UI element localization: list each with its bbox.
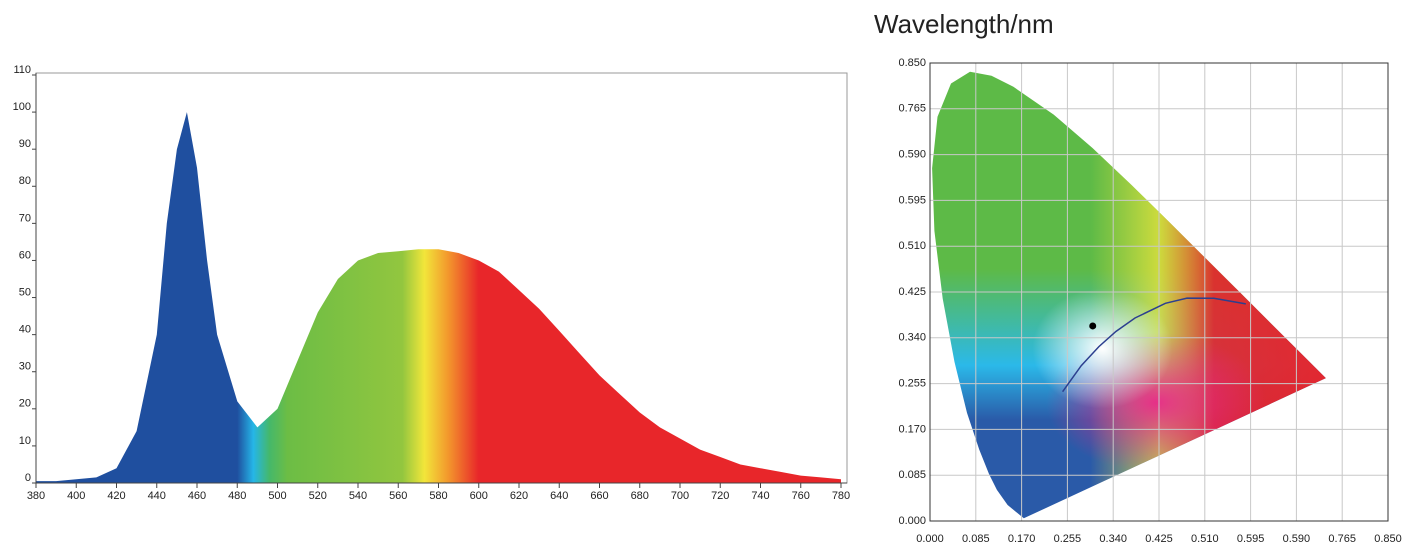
x-tick-label: 0.590 bbox=[1283, 533, 1311, 545]
y-tick-label: 0 bbox=[25, 472, 31, 484]
x-tick-label: 0.340 bbox=[1099, 533, 1127, 545]
x-tick-label: 600 bbox=[470, 490, 488, 502]
x-tick-label: 0.255 bbox=[1054, 533, 1082, 545]
x-tick-label: 0.510 bbox=[1191, 533, 1219, 545]
x-tick-label: 420 bbox=[107, 490, 125, 502]
x-tick-label: 380 bbox=[27, 490, 45, 502]
y-tick-label: 0.590 bbox=[898, 149, 926, 161]
y-tick-label: 50 bbox=[19, 286, 31, 298]
y-tick-label: 0.000 bbox=[898, 515, 926, 527]
x-tick-label: 0.850 bbox=[1374, 533, 1402, 545]
x-tick-label: 440 bbox=[148, 490, 166, 502]
x-tick-label: 0.425 bbox=[1145, 533, 1173, 545]
x-tick-label: 0.765 bbox=[1328, 533, 1356, 545]
x-tick-label: 740 bbox=[751, 490, 769, 502]
y-tick-label: 60 bbox=[19, 249, 31, 261]
x-tick-label: 640 bbox=[550, 490, 568, 502]
y-tick-label: 0.850 bbox=[898, 57, 926, 69]
y-tick-label: 110 bbox=[13, 64, 31, 76]
x-tick-label: 580 bbox=[429, 490, 447, 502]
spectrum-area bbox=[36, 112, 841, 483]
y-tick-label: 0.510 bbox=[898, 240, 926, 252]
y-tick-label: 70 bbox=[19, 212, 31, 224]
x-tick-label: 720 bbox=[711, 490, 729, 502]
y-tick-label: 0.425 bbox=[898, 286, 926, 298]
x-tick-label: 520 bbox=[309, 490, 327, 502]
y-tick-label: 0.340 bbox=[898, 332, 926, 344]
x-tick-label: 700 bbox=[671, 490, 689, 502]
y-tick-label: 90 bbox=[19, 138, 31, 150]
y-tick-label: 0.765 bbox=[898, 103, 926, 115]
chromaticity-point bbox=[1089, 322, 1097, 330]
y-tick-label: 80 bbox=[19, 175, 31, 187]
fill-layer bbox=[1032, 288, 1173, 409]
y-tick-label: 0.170 bbox=[898, 423, 926, 435]
plot-frame bbox=[929, 62, 1389, 522]
x-tick-label: 540 bbox=[349, 490, 367, 502]
x-tick-label: 680 bbox=[631, 490, 649, 502]
chart-title: Wavelength/nm bbox=[874, 9, 1054, 39]
y-tick-label: 0.255 bbox=[898, 378, 926, 390]
x-tick-label: 400 bbox=[67, 490, 85, 502]
x-tick-label: 620 bbox=[510, 490, 528, 502]
x-tick-label: 460 bbox=[188, 490, 206, 502]
y-tick-label: 20 bbox=[19, 398, 31, 410]
x-tick-label: 0.000 bbox=[916, 533, 944, 545]
x-tick-label: 560 bbox=[389, 490, 407, 502]
x-tick-label: 500 bbox=[268, 490, 286, 502]
y-tick-label: 0.085 bbox=[898, 469, 926, 481]
x-tick-label: 0.170 bbox=[1008, 533, 1036, 545]
x-tick-label: 660 bbox=[590, 490, 608, 502]
x-tick-label: 760 bbox=[792, 490, 810, 502]
y-tick-label: 40 bbox=[19, 324, 31, 336]
y-tick-label: 30 bbox=[19, 361, 31, 373]
y-tick-label: 100 bbox=[13, 101, 31, 113]
y-tick-label: 0.595 bbox=[898, 194, 926, 206]
x-tick-label: 480 bbox=[228, 490, 246, 502]
y-tick-label: 10 bbox=[19, 435, 31, 447]
x-tick-label: 780 bbox=[832, 490, 850, 502]
x-tick-label: 0.595 bbox=[1237, 533, 1265, 545]
planckian-locus bbox=[1061, 297, 1246, 393]
x-tick-label: 0.085 bbox=[962, 533, 990, 545]
